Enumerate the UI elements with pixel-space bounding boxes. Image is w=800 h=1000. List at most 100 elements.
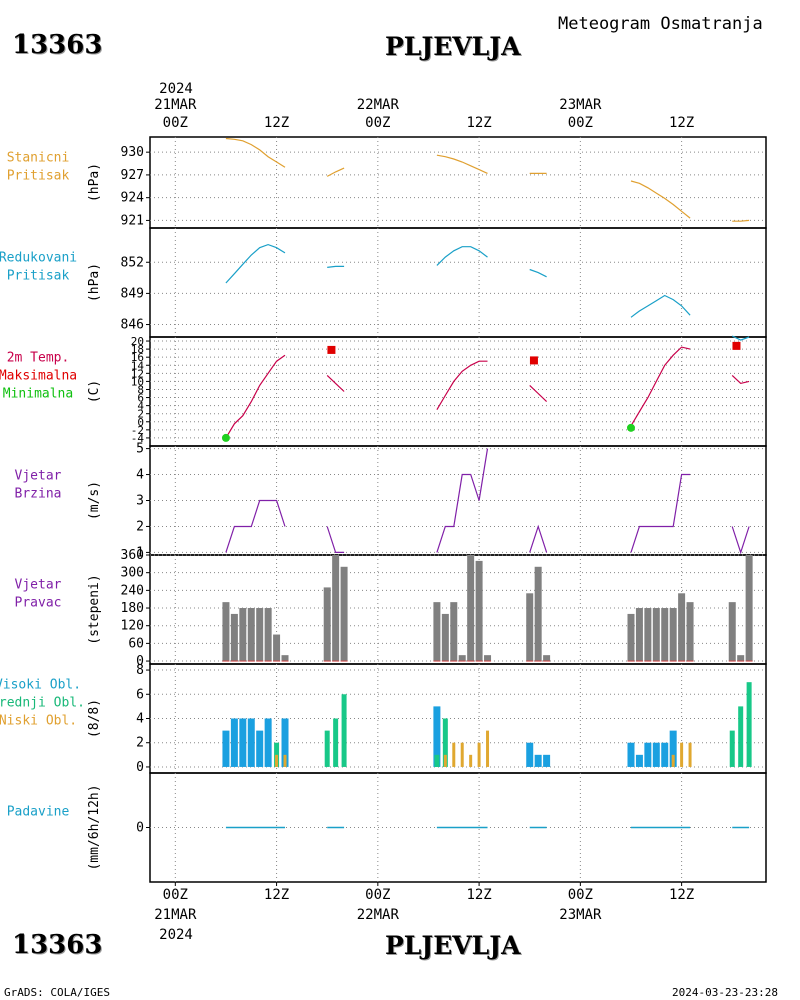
y-tick-label: 924 bbox=[121, 191, 145, 206]
series-line bbox=[436, 154, 488, 174]
y-tick-label: 20 bbox=[131, 335, 144, 348]
panel-title-line: Maksimalna bbox=[0, 369, 77, 384]
wind-direction-bar bbox=[441, 613, 449, 662]
y-tick-label: 0 bbox=[136, 760, 144, 775]
panel-title-line: Vjetar bbox=[15, 578, 62, 593]
series-line bbox=[630, 180, 691, 219]
wind-direction-bar bbox=[475, 560, 483, 662]
cloud-bar bbox=[433, 706, 441, 767]
cloud-bar bbox=[443, 754, 447, 767]
y-axis-label: (mm/6h/12h) bbox=[87, 784, 102, 870]
series-line bbox=[436, 360, 488, 411]
panel-frame bbox=[149, 136, 767, 229]
wind-direction-bar bbox=[247, 608, 255, 662]
bottom-time-label: 12Z bbox=[466, 887, 491, 903]
panel-title-line: Redukovani bbox=[0, 251, 77, 266]
bottom-time-label: 12Z bbox=[264, 887, 289, 903]
cloud-bar bbox=[222, 730, 230, 767]
series-line bbox=[529, 384, 548, 403]
panel-title-line: Srednji Obl. bbox=[0, 696, 85, 711]
wind-direction-bar bbox=[467, 555, 475, 662]
top-time-label: 00Z bbox=[568, 115, 593, 131]
y-tick-label: 927 bbox=[121, 168, 144, 183]
y-tick-label: 4 bbox=[137, 400, 144, 413]
cloud-bar bbox=[627, 742, 635, 767]
cloud-bar bbox=[239, 718, 247, 767]
y-tick-label: 14 bbox=[131, 359, 145, 372]
cloud-bar bbox=[256, 730, 264, 767]
wind-direction-bar bbox=[256, 608, 264, 662]
wind-direction-bar bbox=[264, 608, 272, 662]
wind-direction-bar bbox=[526, 593, 534, 662]
y-tick-label: 0 bbox=[137, 416, 144, 429]
series-line bbox=[630, 294, 691, 318]
y-tick-label: 60 bbox=[128, 636, 144, 651]
y-tick-label: 4 bbox=[136, 468, 144, 483]
panel-title-line: Padavine bbox=[7, 805, 70, 820]
wind-direction-bar bbox=[534, 566, 542, 662]
top-time-label: 00Z bbox=[365, 115, 390, 131]
series-line bbox=[327, 265, 345, 268]
panel-title-line: Stanicni bbox=[7, 151, 70, 166]
wind-direction-bar bbox=[686, 602, 694, 662]
top-time-label: 00Z bbox=[163, 115, 188, 131]
panel-title-line: Niski Obl. bbox=[0, 714, 77, 729]
wind-direction-bar bbox=[450, 602, 458, 662]
wind-direction-bar bbox=[669, 608, 677, 662]
meteogram-title: Meteogram Osmatranja bbox=[558, 14, 763, 34]
wind-direction-bar bbox=[635, 608, 643, 662]
wind-direction-bar bbox=[340, 566, 348, 662]
panel-frame bbox=[149, 227, 767, 338]
cloud-bar bbox=[230, 718, 238, 767]
wind-direction-bar bbox=[652, 608, 660, 662]
wind-direction-bar bbox=[728, 602, 736, 662]
cloud-bar bbox=[442, 718, 448, 767]
panel-title-line: Pritisak bbox=[7, 169, 70, 184]
y-tick-label: -2 bbox=[131, 424, 144, 437]
top-date-label: 23MAR bbox=[559, 97, 602, 113]
series-line bbox=[630, 346, 691, 427]
wind-direction-bar bbox=[627, 613, 635, 662]
cloud-bar bbox=[281, 718, 289, 767]
y-tick-label: 5 bbox=[136, 442, 144, 457]
cloud-bar bbox=[688, 742, 692, 767]
series-line bbox=[225, 499, 286, 553]
cloud-bar bbox=[460, 742, 464, 767]
bottom-date-label: 21MAR bbox=[154, 907, 197, 923]
y-tick-label: 240 bbox=[121, 583, 144, 598]
cloud-bar bbox=[486, 730, 490, 767]
cloud-bar bbox=[652, 742, 660, 767]
series-line bbox=[731, 526, 750, 555]
wind-direction-bar bbox=[737, 655, 745, 662]
wind-direction-bar bbox=[323, 587, 331, 662]
bottom-time-label: 00Z bbox=[568, 887, 593, 903]
y-tick-label: 8 bbox=[136, 663, 144, 678]
wind-direction-bar bbox=[230, 613, 238, 662]
series-line bbox=[529, 524, 548, 553]
wind-direction-bar bbox=[644, 608, 652, 662]
y-tick-label: 2 bbox=[136, 519, 144, 534]
series-line bbox=[529, 268, 547, 278]
series-line bbox=[731, 335, 750, 341]
wind-direction-bar bbox=[484, 655, 492, 662]
y-tick-label: 846 bbox=[121, 318, 144, 333]
series-line bbox=[732, 219, 750, 222]
y-axis-label: (hPa) bbox=[87, 163, 102, 202]
wind-direction-bar bbox=[745, 555, 753, 662]
cloud-bar bbox=[469, 754, 473, 767]
y-tick-label: 120 bbox=[121, 619, 144, 634]
wind-direction-bar bbox=[543, 655, 551, 662]
cloud-bar bbox=[543, 754, 551, 767]
y-axis-label: (8/8) bbox=[87, 699, 102, 738]
max-temp-marker bbox=[529, 356, 538, 365]
min-temp-marker bbox=[626, 423, 635, 432]
bottom-time-label: 00Z bbox=[365, 887, 390, 903]
wind-direction-bar bbox=[222, 602, 230, 662]
wind-direction-bar bbox=[661, 608, 669, 662]
footer-credit: GrADS: COLA/IGES bbox=[4, 986, 110, 999]
y-tick-label: 852 bbox=[121, 255, 144, 270]
footer-timestamp: 2024-03-23-23:28 bbox=[672, 986, 778, 999]
panel-title-line: Vjetar bbox=[15, 469, 62, 484]
series-line bbox=[225, 137, 286, 168]
